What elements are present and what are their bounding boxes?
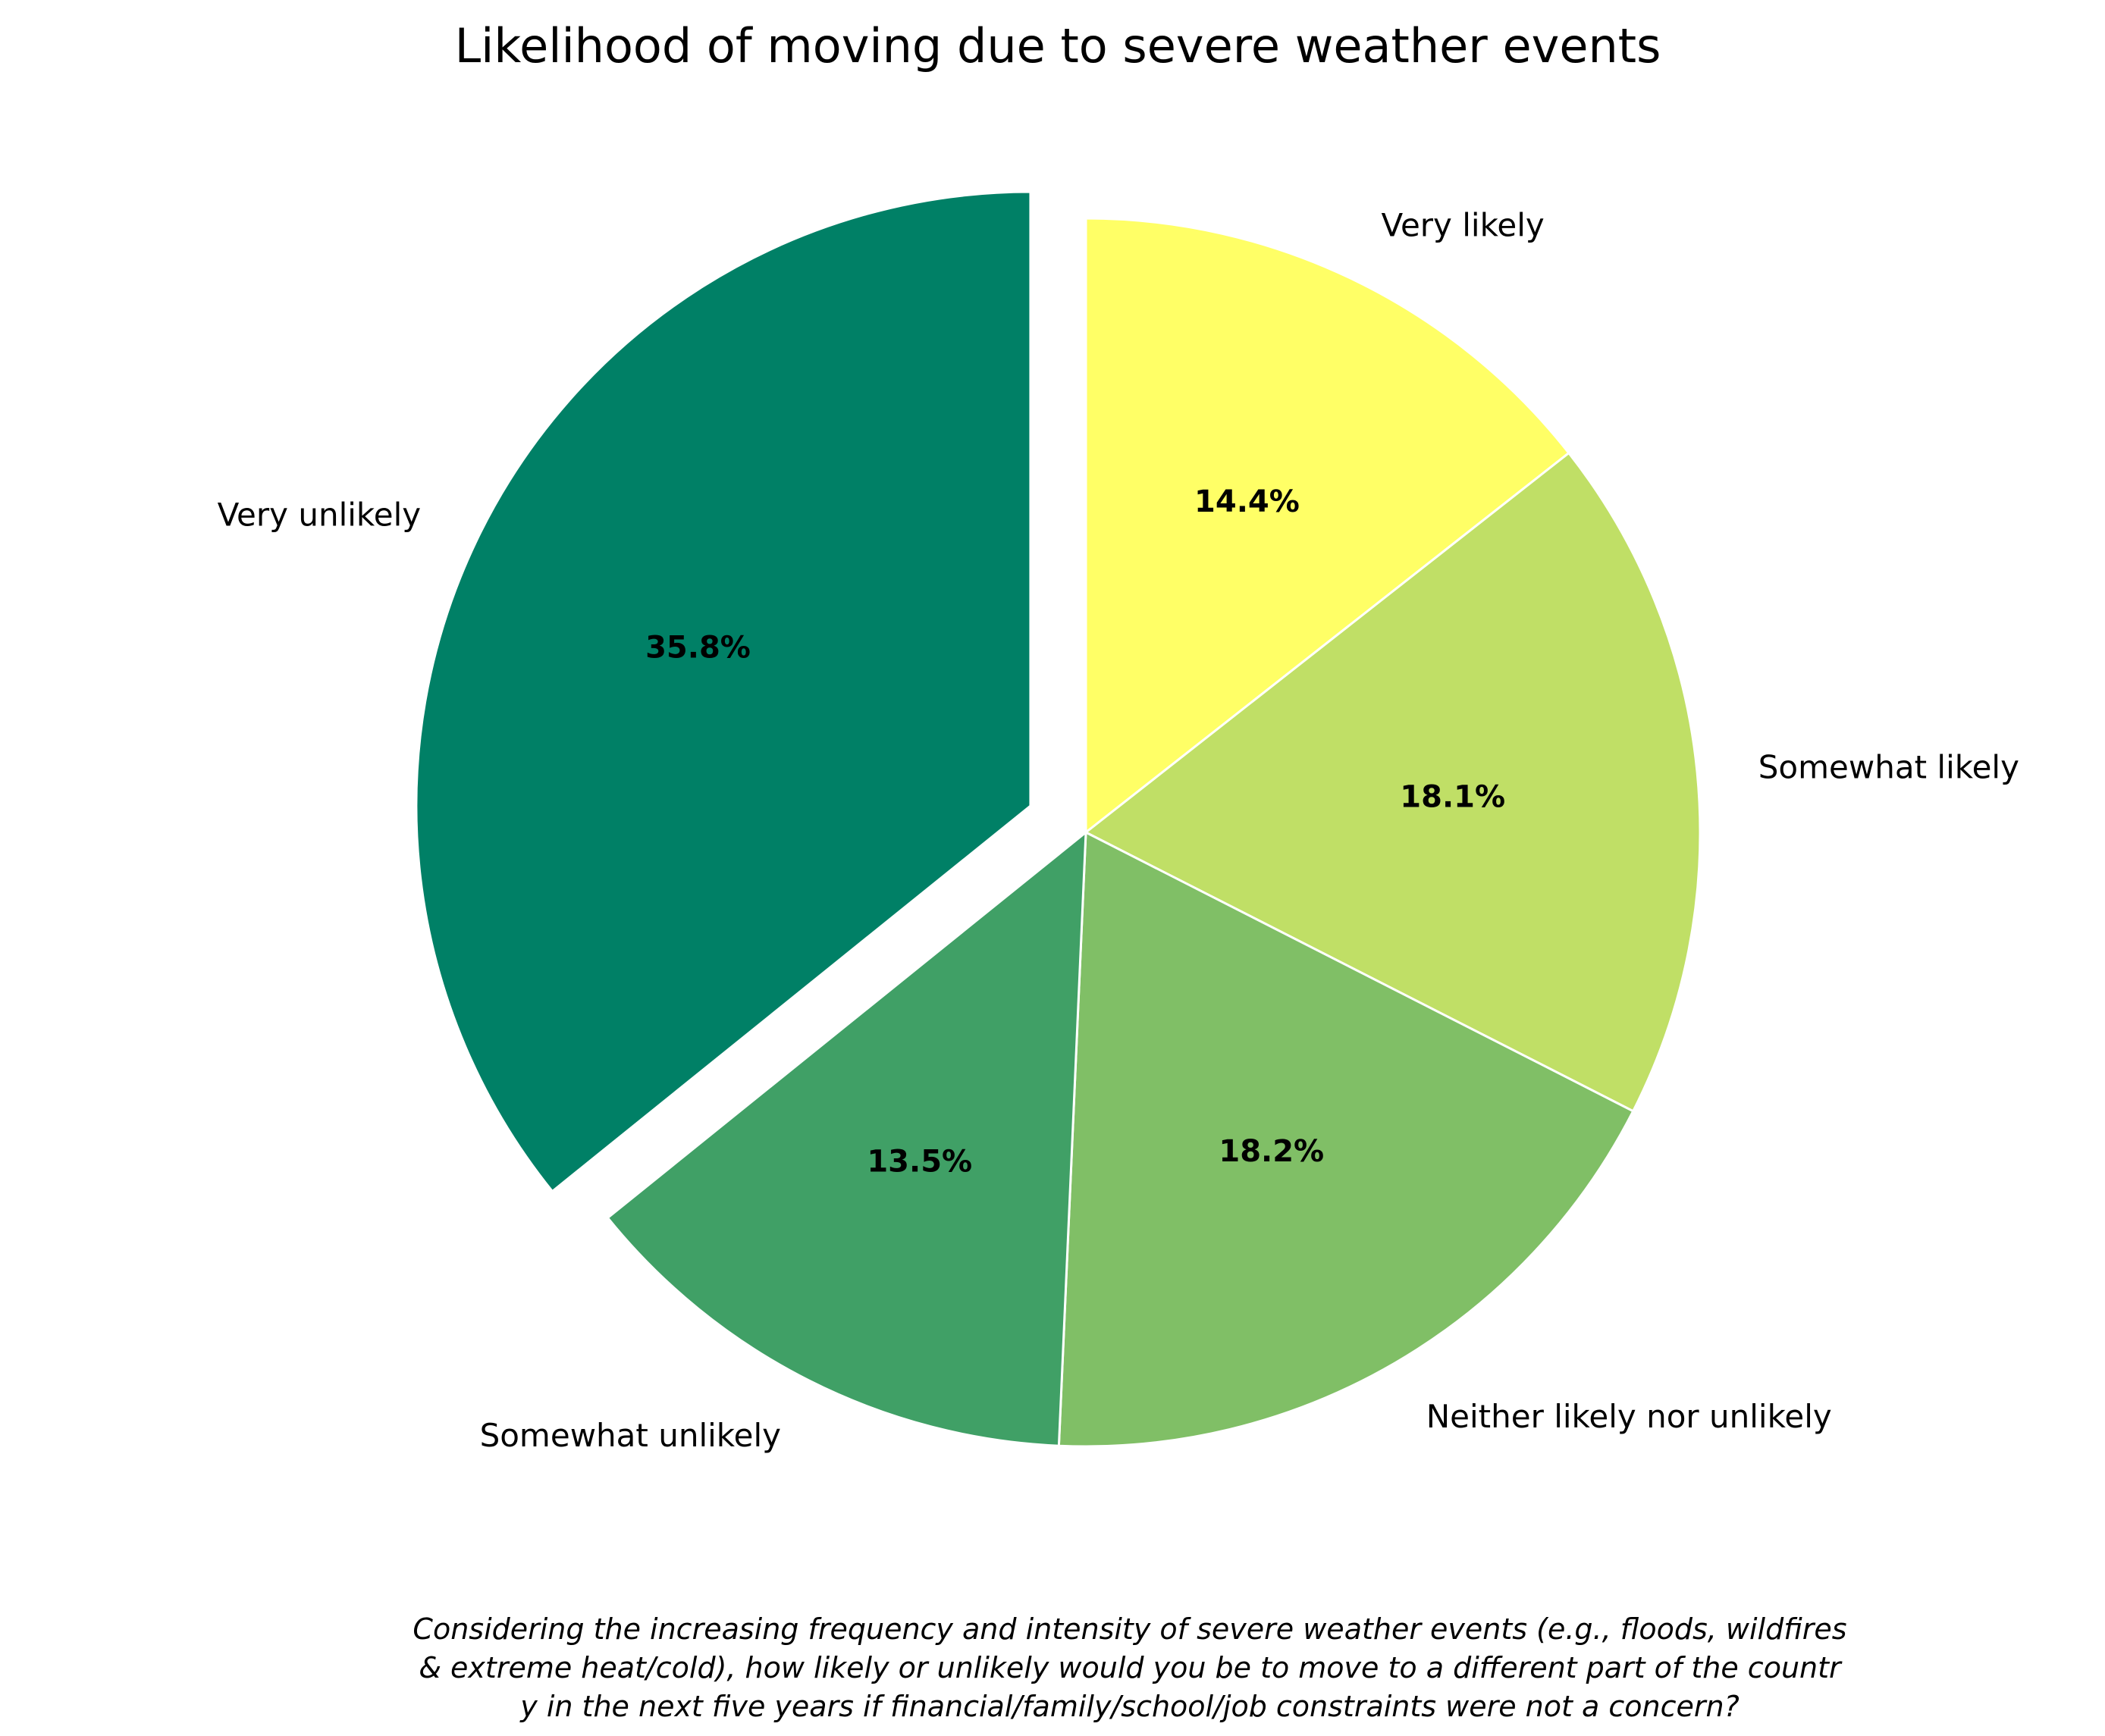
slice-label: Very unlikely <box>218 497 422 534</box>
pie-wedge-very-likely <box>1084 217 1570 835</box>
caption-line-3: y in the next five years if financial/fa… <box>519 1690 1740 1723</box>
slice-label: Somewhat likely <box>1758 748 2019 785</box>
pie-wedge-somewhat-unlikely <box>606 829 1087 1447</box>
slice-label: Neither likely nor unlikely <box>1426 1398 1832 1435</box>
caption-line-2: & extreme heat/cold), how likely or unli… <box>419 1651 1843 1684</box>
pie-wedge-very-unlikely <box>415 190 1032 1193</box>
chart-title: Likelihood of moving due to severe weath… <box>455 18 1661 74</box>
slice-label: Somewhat unlikely <box>480 1417 781 1454</box>
pie-wedge-somewhat-likely <box>1084 451 1702 1113</box>
percent-label: 13.5% <box>867 1145 972 1180</box>
percent-label: 18.1% <box>1400 780 1505 815</box>
percent-label: 18.2% <box>1219 1134 1324 1169</box>
percent-label: 35.8% <box>645 630 751 665</box>
caption-line-1: Considering the increasing frequency and… <box>413 1612 1846 1646</box>
percent-label: 14.4% <box>1194 484 1300 519</box>
pie-wedge-neither-likely-nor-unlikely <box>1057 830 1635 1448</box>
slice-label: Very likely <box>1381 207 1544 244</box>
